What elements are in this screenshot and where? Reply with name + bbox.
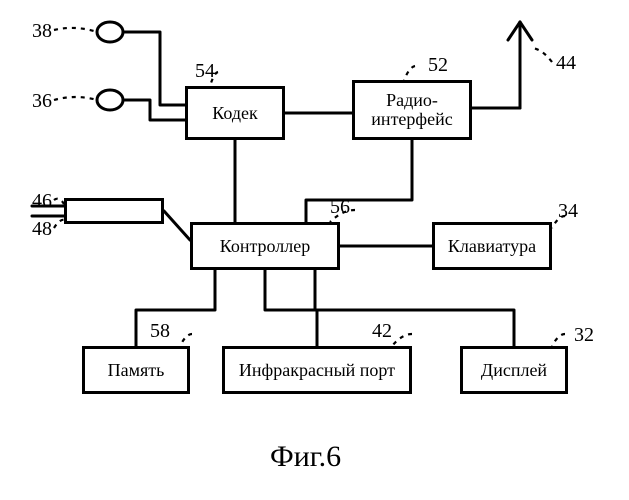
ref-58: 58 — [150, 320, 170, 343]
ref-48: 48 — [32, 218, 52, 241]
ref-44: 44 — [556, 52, 576, 75]
ref-52: 52 — [428, 54, 448, 77]
node-memory: Память — [82, 346, 190, 394]
node-display: Дисплей — [460, 346, 568, 394]
node-display-label: Дисплей — [481, 361, 547, 380]
ref-36: 36 — [32, 90, 52, 113]
node-memory-label: Память — [108, 361, 165, 380]
ref-42: 42 — [372, 320, 392, 343]
node-radio-label: Радио- интерфейс — [371, 91, 452, 129]
node-keyboard: Клавиатура — [432, 222, 552, 270]
ref-46: 46 — [32, 190, 52, 213]
ref-56: 56 — [330, 196, 350, 219]
ref-54: 54 — [195, 60, 215, 83]
node-codec: Кодек — [185, 86, 285, 140]
node-controller: Контроллер — [190, 222, 340, 270]
ref-34: 34 — [558, 200, 578, 223]
ref-38: 38 — [32, 20, 52, 43]
node-card — [64, 198, 164, 224]
figure-caption: Фиг.6 — [270, 440, 341, 474]
node-keyboard-label: Клавиатура — [448, 237, 536, 256]
node-controller-label: Контроллер — [220, 237, 311, 256]
node-codec-label: Кодек — [212, 104, 257, 123]
node-irport-label: Инфракрасный порт — [239, 361, 395, 380]
node-irport: Инфракрасный порт — [222, 346, 412, 394]
ref-32: 32 — [574, 324, 594, 347]
node-radio: Радио- интерфейс — [352, 80, 472, 140]
